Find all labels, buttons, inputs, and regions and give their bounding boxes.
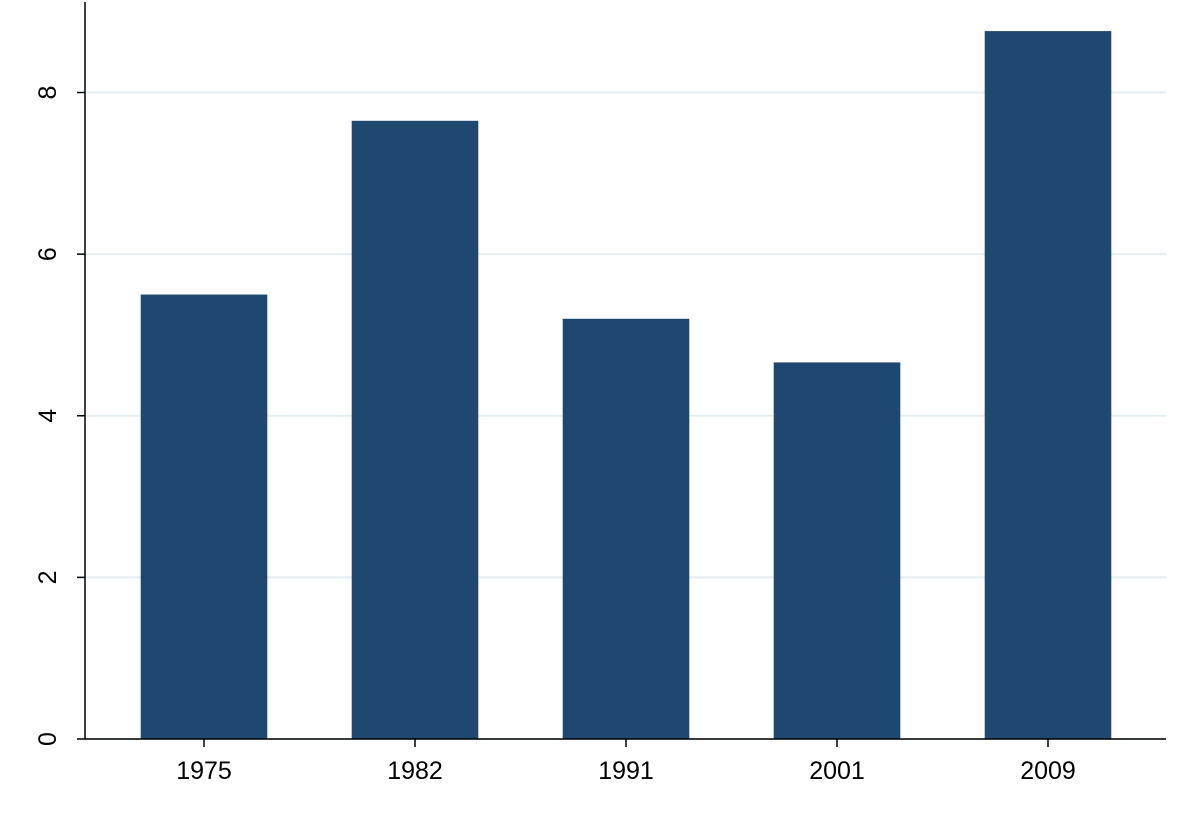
x-tick-label: 2001 bbox=[809, 757, 865, 785]
y-tick-label: 6 bbox=[34, 247, 62, 261]
x-tick-label: 1975 bbox=[176, 757, 232, 785]
bar bbox=[140, 294, 268, 739]
y-tick-label: 0 bbox=[34, 732, 62, 746]
y-tick-label: 2 bbox=[34, 570, 62, 584]
bar bbox=[773, 362, 901, 739]
bar bbox=[351, 120, 479, 739]
x-tick-label: 1991 bbox=[598, 757, 654, 785]
bar bbox=[984, 31, 1112, 740]
bar bbox=[562, 318, 690, 739]
x-tick-label: 1982 bbox=[387, 757, 443, 785]
x-tick-label: 2009 bbox=[1020, 757, 1076, 785]
y-tick-label: 8 bbox=[34, 86, 62, 100]
y-tick-label: 4 bbox=[34, 409, 62, 423]
